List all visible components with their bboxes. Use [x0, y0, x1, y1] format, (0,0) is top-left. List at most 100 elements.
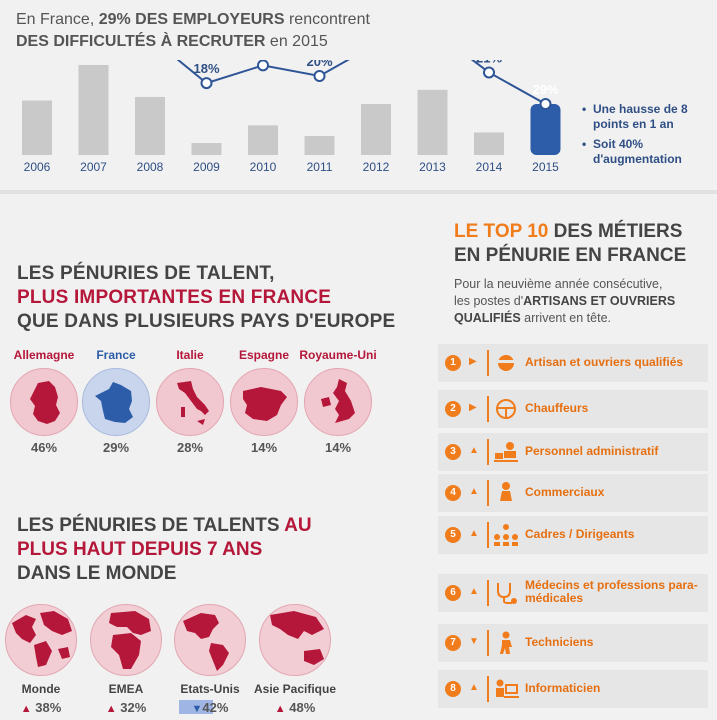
headline-suffix: rencontrent [284, 11, 370, 28]
job-row-8: 8 ▲ Informaticien [438, 670, 708, 708]
trend-down-icon: ▼ [191, 703, 203, 715]
stats-header-band: En France, 29% DES EMPLOYEURS rencontren… [0, 0, 717, 190]
bar-2012 [361, 104, 391, 155]
country-allemagne: Allemagne 46% [4, 348, 84, 455]
rank-badge: 3 [445, 444, 461, 460]
globe-world-icon [5, 604, 77, 676]
divider [487, 396, 489, 422]
job-row-5: 5 ▲ Cadres / Dirigeants [438, 516, 708, 554]
x-label-2009: 2009 [193, 160, 220, 174]
x-label-2007: 2007 [80, 160, 107, 174]
job-label: Cadres / Dirigeants [525, 527, 635, 541]
x-label-2013: 2013 [419, 160, 446, 174]
job-row-4: 4 ▲ Commerciaux [438, 474, 708, 512]
x-label-2010: 2010 [250, 160, 277, 174]
bar-2007 [78, 65, 109, 155]
bar-2011 [304, 136, 335, 155]
germany-map-icon [10, 368, 78, 436]
trend-up-icon: ▲ [469, 682, 479, 693]
europe-title: LES PÉNURIES DE TALENT, PLUS IMPORTANTES… [17, 263, 396, 332]
rank-badge: 1 [445, 355, 461, 371]
trend-stable-icon: ▶ [469, 356, 477, 367]
point-2011 [313, 70, 326, 82]
section-divider [0, 190, 717, 194]
note-augmentation: Soit 40% d'augmentation [582, 137, 712, 167]
point-2009 [200, 77, 213, 90]
x-label-2011: 2011 [307, 160, 333, 174]
job-label: Commerciaux [525, 485, 605, 499]
x-label-2008: 2008 [137, 160, 164, 174]
trend-up-icon: ▲ [20, 703, 32, 715]
bar-2006 [22, 100, 52, 155]
org-chart-icon [494, 524, 518, 546]
job-label: Médecins et professions para-médicales [525, 578, 698, 605]
bar-2014 [474, 132, 504, 155]
x-label-2015: 2015 [532, 160, 559, 174]
job-label: Personnel administratif [525, 444, 659, 458]
france-map-icon [82, 368, 150, 436]
office-desk-icon [494, 442, 518, 462]
rank-badge: 7 [445, 635, 461, 651]
computer-user-icon [496, 679, 519, 698]
trend-up-icon: ▲ [469, 486, 479, 497]
rank-badge: 2 [445, 401, 461, 417]
technician-icon [500, 631, 512, 654]
value-label-2015: 29% [532, 82, 558, 97]
spain-map-icon [230, 368, 298, 436]
headline-emphasis: 29% DES EMPLOYEURS [98, 11, 285, 28]
region-etats-unis: Etats-Unis ▼42% [165, 604, 255, 715]
italy-map-icon [156, 368, 224, 436]
note-hausse: Une hausse de 8 points en 1 an [582, 102, 712, 132]
country-france: France 29% [76, 348, 156, 455]
trend-down-icon: ▼ [469, 636, 479, 647]
trend-line [176, 60, 546, 105]
bar-2010 [248, 125, 278, 155]
value-label-2014: 21% [476, 60, 502, 65]
job-row-7: 7 ▼ Techniciens [438, 624, 708, 662]
steering-wheel-icon [496, 399, 516, 419]
job-row-2: 2 ▶ Chauffeurs [438, 390, 708, 428]
region-monde: Monde ▲ 38% [0, 604, 86, 715]
chart-notes: Une hausse de 8 points en 1 an Soit 40% … [582, 102, 712, 172]
divider [487, 350, 489, 376]
point-2015 [539, 98, 552, 111]
point-2014 [483, 66, 495, 79]
bar-2015 [530, 104, 561, 155]
top10-title: LE TOP 10 DES MÉTIERS EN PÉNURIE EN FRAN… [454, 221, 687, 266]
job-row-3: 3 ▲ Personnel administratif [438, 433, 708, 471]
country-italie: Italie 28% [150, 348, 230, 455]
stethoscope-icon [497, 583, 517, 604]
trend-up-icon: ▲ [105, 703, 117, 715]
trend-stable-icon: ▶ [469, 402, 477, 413]
divider [487, 480, 489, 506]
headline-suffix-2: en 2015 [265, 33, 328, 50]
job-row-1: 1 ▶ Artisan et ouvriers qualifiés [438, 344, 708, 382]
top10-intro: Pour la neuvième année consécutive, les … [454, 277, 676, 325]
trend-up-icon: ▲ [274, 703, 286, 715]
rank-badge: 8 [445, 681, 461, 697]
world-title: LES PÉNURIES DE TALENTS AU PLUS HAUT DEP… [17, 515, 312, 584]
trend-up-icon: ▲ [469, 528, 479, 539]
job-label: Artisan et ouvriers qualifiés [525, 355, 684, 369]
country-espagne: Espagne 14% [224, 348, 304, 455]
job-label: Informaticien [525, 681, 601, 695]
point-2010 [257, 60, 269, 72]
divider [487, 439, 489, 465]
employer-difficulty-chart: 2006 2007 2008 2009 2010 2011 2012 2013 2014 2015… [22, 60, 561, 174]
region-emea: EMEA ▲ 32% [81, 604, 171, 715]
job-label: Chauffeurs [525, 401, 589, 415]
bar-2008 [135, 96, 165, 155]
headline-emphasis-2: DES DIFFICULTÉS À RECRUTER [16, 33, 266, 50]
x-label-2012: 2012 [363, 160, 390, 174]
divider [487, 676, 489, 702]
headline: En France, 29% DES EMPLOYEURS rencontren… [16, 9, 370, 53]
saleswoman-icon [500, 482, 512, 501]
divider [487, 630, 489, 656]
rank-badge: 4 [445, 485, 461, 501]
job-row-6: 6 ▲ Médecins et professions para-médical… [438, 574, 708, 612]
rank-badge: 6 [445, 585, 461, 601]
divider [487, 522, 489, 548]
region-asie-pacifique: Asie Pacifique ▲ 48% [250, 604, 340, 715]
uk-map-icon [304, 368, 372, 436]
value-label-2011: 20% [306, 60, 332, 69]
